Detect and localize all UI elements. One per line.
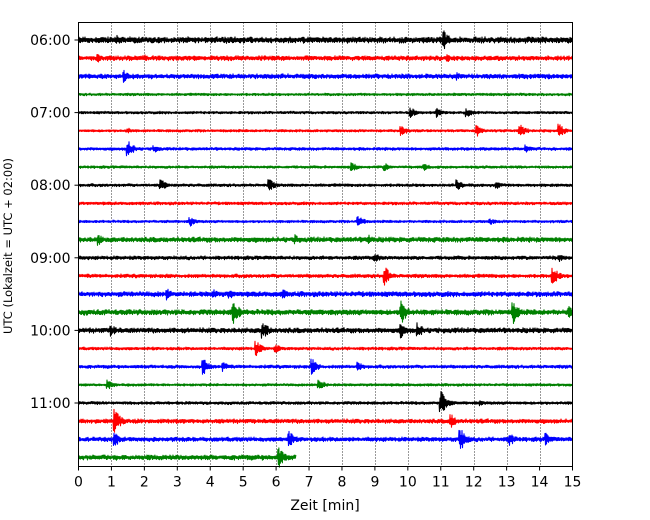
- x-tick-label: 4: [206, 475, 215, 491]
- trace-0800: [77, 179, 573, 191]
- y-tick-label: 07:00: [30, 106, 70, 122]
- trace-0930: [77, 288, 574, 301]
- y-axis-label: UTC (Lokalzeit = UTC + 02:00): [1, 158, 15, 334]
- x-tick-label: 3: [173, 475, 182, 491]
- x-tick-label: 10: [399, 475, 417, 491]
- y-tick-label: 10:00: [30, 323, 70, 339]
- x-tick-label: 8: [338, 475, 347, 491]
- y-tick-label: 08:00: [30, 178, 70, 194]
- x-gridlines: [111, 22, 541, 467]
- trace-0645: [77, 92, 573, 97]
- trace-1030: [77, 358, 574, 375]
- x-tick-label: 6: [272, 475, 281, 491]
- trace-1000: [77, 322, 574, 339]
- x-axis-label: Zeit [min]: [290, 498, 359, 514]
- trace-0715: [77, 123, 573, 137]
- trace-0830: [78, 215, 574, 227]
- x-tick-label: 2: [140, 475, 149, 491]
- trace-1145: [77, 447, 297, 468]
- trace-0600: [77, 30, 574, 50]
- x-tick-label: 11: [432, 475, 450, 491]
- x-axis-ticks: 0 1 2 3 4 5 6 7 8 9 10 11 12 13 14 15: [74, 466, 582, 491]
- y-tick-label: 06:00: [30, 33, 70, 49]
- x-tick-label: 5: [239, 475, 248, 491]
- trace-1100: [77, 390, 574, 413]
- trace-1130: [77, 429, 574, 449]
- trace-0915: [77, 267, 574, 286]
- trace-0745: [78, 162, 574, 172]
- y-tick-label: 11:00: [30, 396, 70, 412]
- trace-0945: [77, 300, 574, 325]
- trace-0845: [77, 234, 574, 246]
- trace-0630: [77, 69, 574, 83]
- trace-1115: [77, 408, 574, 433]
- trace-0730: [77, 141, 574, 157]
- x-tick-label: 12: [465, 475, 483, 491]
- trace-0615: [77, 54, 574, 63]
- seismogram-traces: [77, 30, 574, 468]
- y-tick-label: 09:00: [30, 251, 70, 267]
- trace-1015: [77, 340, 574, 357]
- plot-frame: [78, 22, 573, 467]
- y-axis-ticks: 06:00 07:00 08:00 09:00 10:00 11:00: [30, 33, 79, 412]
- x-tick-label: 15: [564, 475, 582, 491]
- x-tick-label: 7: [305, 475, 314, 491]
- trace-1045: [77, 379, 573, 390]
- trace-0700: [77, 107, 574, 118]
- x-tick-label: 14: [531, 475, 549, 491]
- x-tick-label: 1: [107, 475, 116, 491]
- x-tick-label: 0: [74, 475, 83, 491]
- x-tick-label: 13: [498, 475, 516, 491]
- trace-0815: [77, 201, 574, 206]
- trace-0900: [77, 254, 574, 263]
- x-tick-label: 9: [370, 475, 379, 491]
